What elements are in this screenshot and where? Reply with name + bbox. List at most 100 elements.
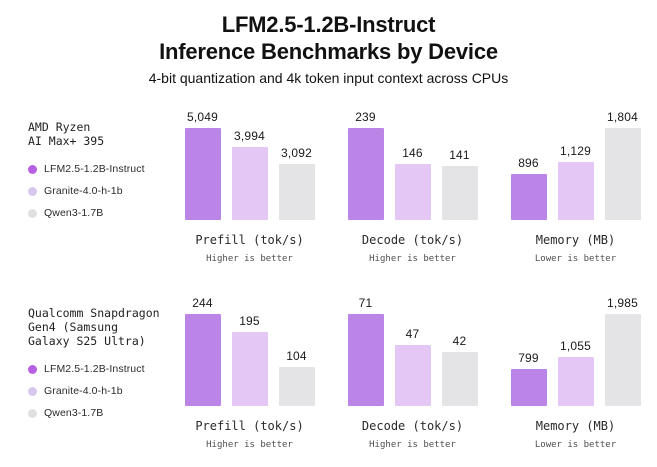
bar-group: 1,804	[604, 110, 641, 220]
chart-note: Higher is better	[206, 440, 293, 450]
device-panel: AMD Ryzen AI Max+ 395 LFM2.5-1.2B-Instruc…	[0, 108, 168, 266]
bar	[441, 352, 478, 406]
charts-area: AMD Ryzen AI Max+ 395 LFM2.5-1.2B-Instruc…	[0, 108, 657, 452]
chart-title: Memory (MB)	[535, 233, 616, 247]
chart-title: Prefill (tok/s)	[195, 419, 304, 433]
bar-group: 896	[510, 156, 547, 220]
bar-value-label: 1,804	[606, 110, 639, 124]
legend-label: LFM2.5-1.2B-Instruct	[44, 363, 145, 375]
bar	[184, 314, 221, 406]
bar-value-label: 1,055	[559, 339, 592, 353]
bar	[184, 128, 221, 220]
legend-label: Qwen3-1.7B	[44, 207, 104, 219]
chart-title: Prefill (tok/s)	[195, 233, 304, 247]
bar-group: 195	[231, 314, 268, 406]
series-dot-icon	[28, 208, 37, 218]
chart-title: Decode (tok/s)	[361, 419, 464, 433]
bar-value-label: 1,985	[606, 296, 639, 310]
bar-group: 1,985	[604, 296, 641, 406]
bars: 239 146 141	[347, 108, 478, 220]
bars: 896 1,129 1,804	[510, 108, 641, 220]
bar	[347, 314, 384, 406]
chart-note: Higher is better	[369, 254, 456, 264]
legend-label: Granite-4.0-h-1b	[44, 185, 123, 197]
bar	[510, 369, 547, 406]
bars: 5,049 3,994 3,092	[184, 108, 315, 220]
series-dot-icon	[28, 164, 37, 174]
legend-label: LFM2.5-1.2B-Instruct	[44, 163, 145, 175]
bar	[278, 367, 315, 406]
bar	[394, 164, 431, 220]
chart-title: Memory (MB)	[535, 419, 616, 433]
bar	[604, 314, 641, 406]
bar	[557, 357, 594, 406]
bar	[231, 147, 268, 220]
bar-group: 146	[394, 146, 431, 220]
bar-value-label: 3,092	[280, 146, 313, 160]
bar-group: 71	[347, 296, 384, 406]
bar-chart: 71 47 42 Decode (tok/s) Higher is better	[331, 294, 494, 452]
bar-value-label: 239	[355, 110, 376, 124]
chart-title: Decode (tok/s)	[361, 233, 464, 247]
bar-group: 42	[441, 334, 478, 406]
device-panel: Qualcomm Snapdragon Gen4 (Samsung Galaxy…	[0, 294, 168, 452]
device-label: Qualcomm Snapdragon Gen4 (Samsung Galaxy…	[28, 306, 160, 348]
bar-value-label: 244	[192, 296, 213, 310]
bar-chart: 5,049 3,994 3,092 Prefill (tok/s) Higher is …	[168, 108, 331, 266]
device-row-0: AMD Ryzen AI Max+ 395 LFM2.5-1.2B-Instruc…	[0, 108, 657, 266]
bar-value-label: 42	[452, 334, 467, 348]
bar-value-label: 1,129	[559, 144, 592, 158]
bar	[347, 128, 384, 220]
bar-group: 799	[510, 351, 547, 406]
bar-value-label: 47	[405, 327, 420, 341]
series-dot-icon	[28, 408, 37, 418]
bar-value-label: 5,049	[186, 110, 219, 124]
page-title-line2: Inference Benchmarks by Device	[159, 39, 498, 64]
legend-item: LFM2.5-1.2B-Instruct	[28, 163, 168, 175]
bar-value-label: 195	[239, 314, 260, 328]
bar	[510, 174, 547, 220]
device-label: AMD Ryzen AI Max+ 395	[28, 120, 105, 148]
series-dot-icon	[28, 364, 37, 374]
series-dot-icon	[28, 386, 37, 396]
bar-group: 1,055	[557, 339, 594, 406]
page-title: LFM2.5-1.2B-Instruct Inference Benchmarks…	[0, 11, 657, 65]
bar-value-label: 896	[518, 156, 539, 170]
bar-group: 141	[441, 148, 478, 220]
bars: 799 1,055 1,985	[510, 294, 641, 406]
bar-group: 47	[394, 327, 431, 406]
legend: LFM2.5-1.2B-Instruct Granite-4.0-h-1b Qwen…	[28, 163, 168, 219]
chart-group: 5,049 3,994 3,092 Prefill (tok/s) Higher is …	[168, 108, 657, 266]
bar-value-label: 104	[286, 349, 307, 363]
bars: 71 47 42	[347, 294, 478, 406]
bar-chart: 896 1,129 1,804 Memory (MB) Lower is better	[494, 108, 657, 266]
legend-item: LFM2.5-1.2B-Instruct	[28, 363, 168, 375]
series-dot-icon	[28, 186, 37, 196]
bar-value-label: 71	[358, 296, 373, 310]
legend-item: Qwen3-1.7B	[28, 207, 168, 219]
chart-note: Higher is better	[206, 254, 293, 264]
legend-label: Qwen3-1.7B	[44, 407, 104, 419]
chart-note: Lower is better	[534, 440, 617, 450]
bar-group: 104	[278, 349, 315, 406]
bar-value-label: 146	[402, 146, 423, 160]
bar-value-label: 141	[449, 148, 470, 162]
bar-chart: 799 1,055 1,985 Memory (MB) Lower is better	[494, 294, 657, 452]
page-title-line1: LFM2.5-1.2B-Instruct	[221, 12, 436, 37]
bar-group: 3,092	[278, 146, 315, 220]
bar	[557, 162, 594, 220]
bar	[278, 164, 315, 220]
chart-note: Lower is better	[534, 254, 617, 264]
bar	[394, 345, 431, 406]
device-row-1: Qualcomm Snapdragon Gen4 (Samsung Galaxy…	[0, 294, 657, 452]
bar	[604, 128, 641, 220]
bar-group: 244	[184, 296, 221, 406]
chart-note: Higher is better	[369, 440, 456, 450]
bar-chart: 239 146 141 Decode (tok/s) Higher is better	[331, 108, 494, 266]
bars: 244 195 104	[184, 294, 315, 406]
legend-label: Granite-4.0-h-1b	[44, 385, 123, 397]
bar-value-label: 799	[518, 351, 539, 365]
legend-item: Granite-4.0-h-1b	[28, 385, 168, 397]
bar	[441, 166, 478, 220]
